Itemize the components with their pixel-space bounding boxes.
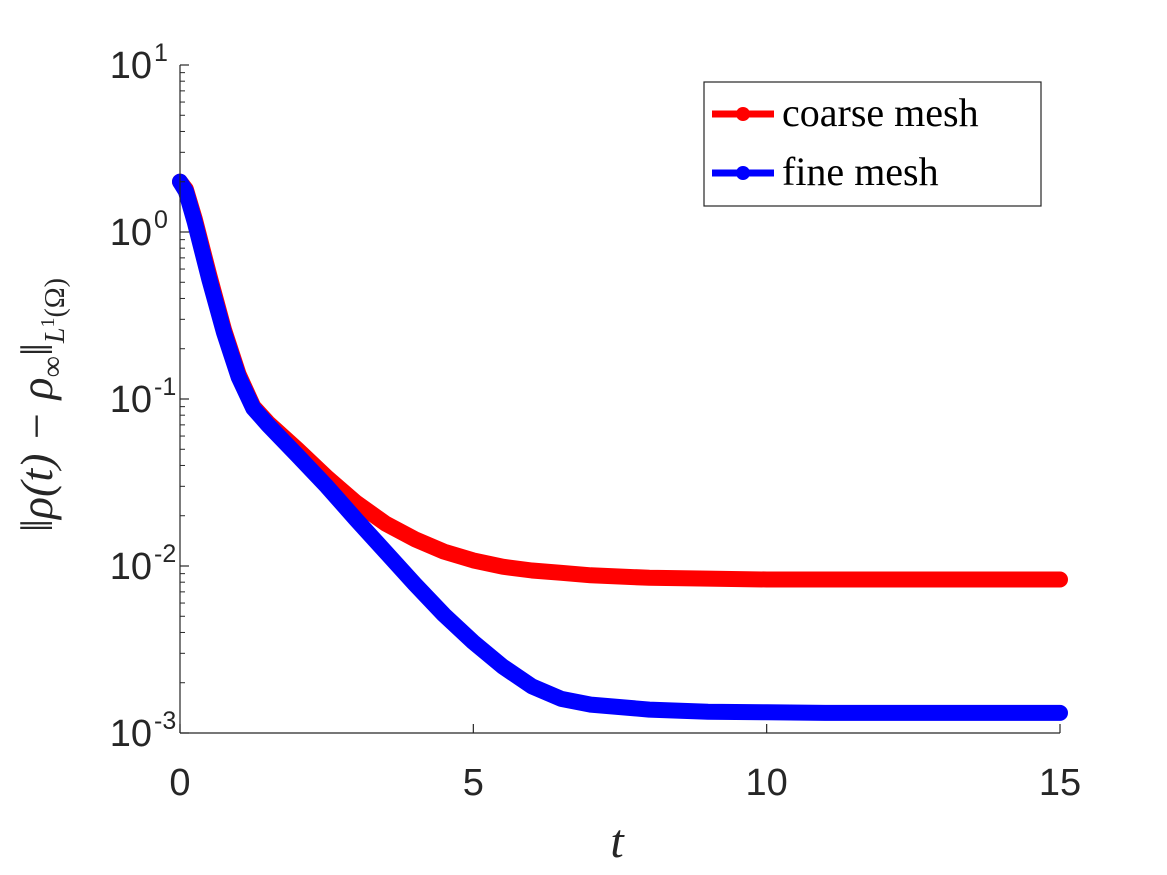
y-axis-title-main: ‖ρ(t) − ρ	[11, 377, 62, 532]
data-point-coarse-mesh	[995, 573, 1008, 586]
x-axis-title: t	[610, 815, 625, 868]
data-point-fine-mesh	[438, 608, 450, 621]
data-point-coarse-mesh	[408, 533, 421, 546]
y-axis-title: ‖ρ(t) − ρ∞‖L1(Ω)	[11, 278, 71, 532]
data-point-fine-mesh	[262, 418, 274, 431]
y-tick-exponent: -1	[154, 373, 176, 401]
y-axis-title-inf: ∞	[36, 356, 69, 377]
legend-item-fine-mesh: fine mesh	[712, 149, 939, 194]
y-axis-title-norm: ‖	[11, 343, 62, 356]
data-point-fine-mesh	[496, 660, 509, 673]
data-point-fine-mesh	[643, 703, 656, 716]
x-tick-label: 5	[463, 762, 484, 804]
x-tick-label: 0	[169, 762, 190, 804]
data-point-coarse-mesh	[643, 571, 656, 584]
data-point-fine-mesh	[702, 705, 714, 718]
y-axis-title-omega: (Ω)	[40, 278, 71, 317]
data-point-fine-mesh	[291, 449, 304, 462]
y-tick-label: 10	[110, 45, 152, 87]
data-point-fine-mesh	[526, 680, 538, 693]
data-point-fine-mesh	[878, 706, 890, 719]
data-point-fine-mesh	[584, 698, 597, 711]
legend-label-coarse-mesh: coarse mesh	[782, 90, 979, 135]
data-point-fine-mesh	[1054, 706, 1066, 719]
data-point-fine-mesh	[218, 326, 230, 339]
y-tick-exponent: -3	[154, 707, 176, 735]
legend-item-coarse-mesh: coarse mesh	[712, 90, 979, 135]
y-tick-label: 10	[110, 546, 152, 588]
data-point-coarse-mesh	[379, 517, 392, 530]
data-point-fine-mesh	[188, 215, 201, 228]
legend-label-fine-mesh: fine mesh	[782, 149, 939, 194]
data-point-coarse-mesh	[878, 573, 890, 586]
data-point-coarse-mesh	[438, 545, 450, 558]
data-point-fine-mesh	[379, 545, 392, 558]
data-point-fine-mesh	[819, 706, 832, 719]
x-tick-label: 10	[746, 762, 788, 804]
svg-text:‖ρ(t) − ρ∞‖L1(Ω): ‖ρ(t) − ρ∞‖L1(Ω)	[11, 278, 71, 532]
y-tick-label: 10	[110, 379, 152, 421]
data-point-coarse-mesh	[819, 573, 832, 586]
data-point-fine-mesh	[936, 706, 949, 719]
y-tick-exponent: 0	[154, 206, 168, 234]
data-point-coarse-mesh	[584, 569, 597, 582]
data-point-fine-mesh	[232, 371, 245, 384]
y-axis-title-power: 1	[37, 318, 59, 328]
data-point-coarse-mesh	[467, 554, 480, 567]
legend-box	[703, 81, 1042, 207]
data-point-coarse-mesh	[1054, 573, 1066, 586]
legend-marker-coarse-mesh	[736, 107, 750, 121]
data-point-fine-mesh	[320, 480, 333, 493]
y-tick-label: 10	[110, 713, 152, 755]
data-point-fine-mesh	[203, 273, 216, 286]
series-fine-mesh	[172, 173, 1068, 721]
x-tick-label: 15	[1039, 762, 1081, 804]
data-point-fine-mesh	[760, 706, 773, 719]
data-point-fine-mesh	[408, 578, 421, 590]
data-point-fine-mesh	[179, 185, 192, 198]
data-point-fine-mesh	[247, 402, 260, 415]
data-point-coarse-mesh	[936, 573, 949, 586]
data-point-coarse-mesh	[526, 564, 538, 577]
series-layer	[172, 173, 1068, 721]
data-point-coarse-mesh	[702, 572, 714, 585]
y-tick-exponent: 1	[154, 39, 168, 67]
data-point-fine-mesh	[555, 692, 568, 705]
data-point-fine-mesh	[995, 706, 1008, 719]
y-axis-title-space: L	[40, 328, 71, 345]
y-tick-exponent: -2	[154, 540, 176, 568]
legend-marker-fine-mesh	[736, 166, 750, 180]
data-point-fine-mesh	[467, 636, 480, 649]
data-point-coarse-mesh	[555, 566, 568, 579]
data-point-coarse-mesh	[760, 573, 773, 586]
data-point-fine-mesh	[350, 513, 362, 526]
legend: coarse mesh fine mesh	[703, 81, 1042, 207]
data-point-coarse-mesh	[496, 560, 509, 573]
y-tick-label: 10	[110, 212, 152, 254]
